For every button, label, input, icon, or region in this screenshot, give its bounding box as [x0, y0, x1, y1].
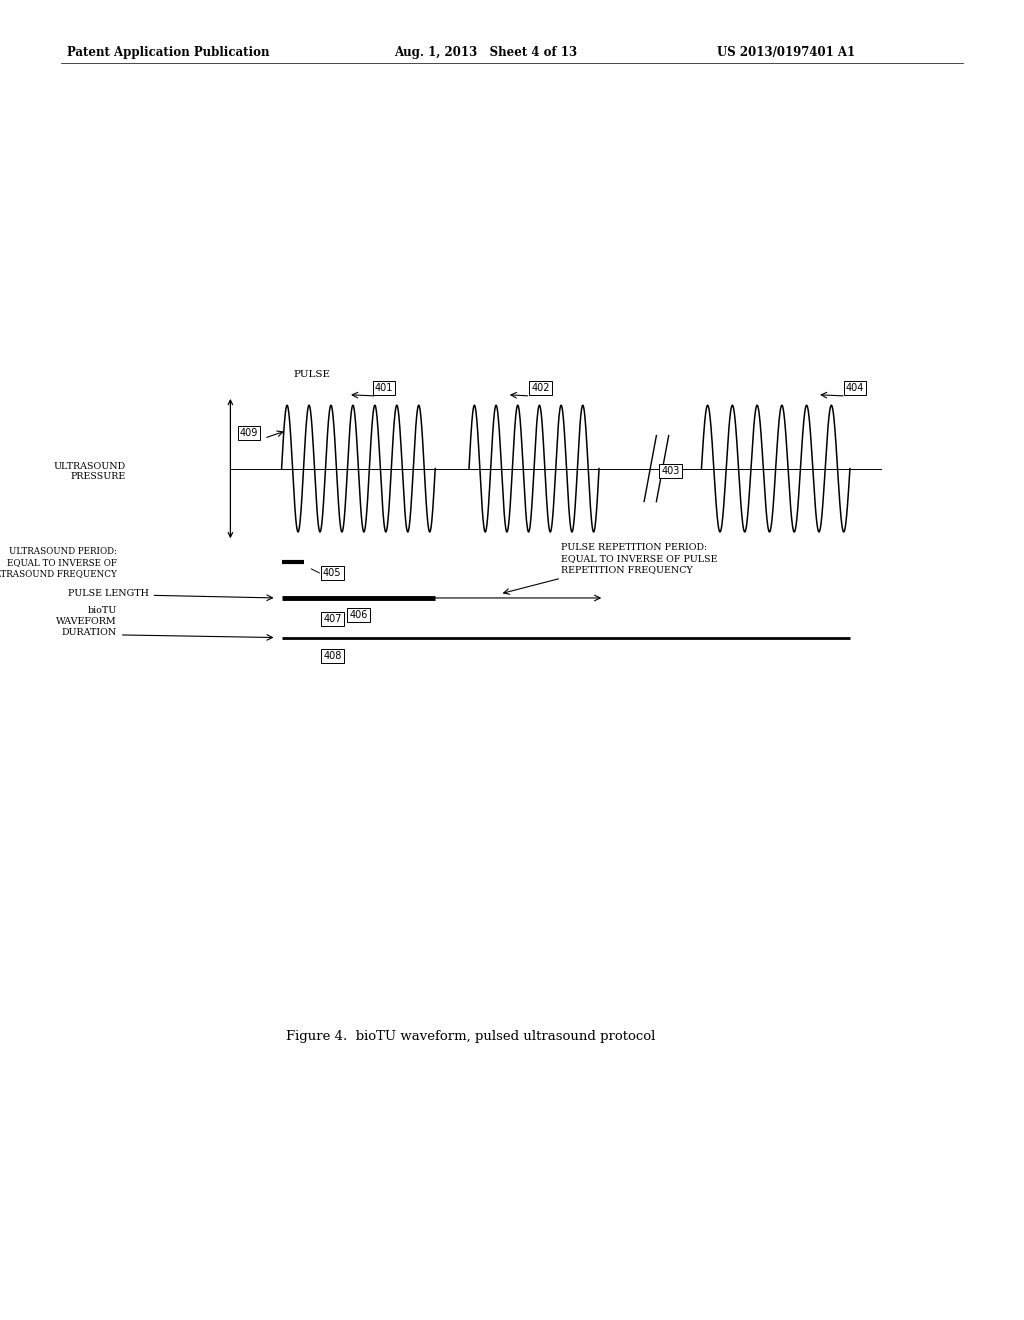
Text: 402: 402	[531, 383, 550, 393]
Text: 401: 401	[375, 383, 393, 393]
Text: Figure 4.  bioTU waveform, pulsed ultrasound protocol: Figure 4. bioTU waveform, pulsed ultraso…	[287, 1030, 655, 1043]
Text: 403: 403	[662, 466, 680, 477]
Text: PULSE REPETITION PERIOD:
EQUAL TO INVERSE OF PULSE
REPETITION FREQUENCY: PULSE REPETITION PERIOD: EQUAL TO INVERS…	[561, 543, 718, 574]
Text: Patent Application Publication: Patent Application Publication	[67, 46, 269, 59]
Text: ULTRASOUND
PRESSURE: ULTRASOUND PRESSURE	[54, 462, 126, 480]
Text: Aug. 1, 2013   Sheet 4 of 13: Aug. 1, 2013 Sheet 4 of 13	[394, 46, 578, 59]
Text: 409: 409	[240, 428, 258, 438]
Text: US 2013/0197401 A1: US 2013/0197401 A1	[717, 46, 855, 59]
Text: 406: 406	[349, 610, 368, 620]
Text: PULSE: PULSE	[294, 370, 331, 379]
Text: 405: 405	[323, 568, 341, 578]
Text: PULSE LENGTH: PULSE LENGTH	[68, 590, 148, 598]
Text: ULTRASOUND PERIOD:
EQUAL TO INVERSE OF
ULTRASOUND FREQUENCY: ULTRASOUND PERIOD: EQUAL TO INVERSE OF U…	[0, 546, 117, 578]
Text: 404: 404	[846, 383, 864, 393]
Text: 407: 407	[324, 614, 342, 624]
Text: 408: 408	[324, 651, 342, 661]
Text: bioTU
WAVEFORM
DURATION: bioTU WAVEFORM DURATION	[56, 606, 117, 638]
